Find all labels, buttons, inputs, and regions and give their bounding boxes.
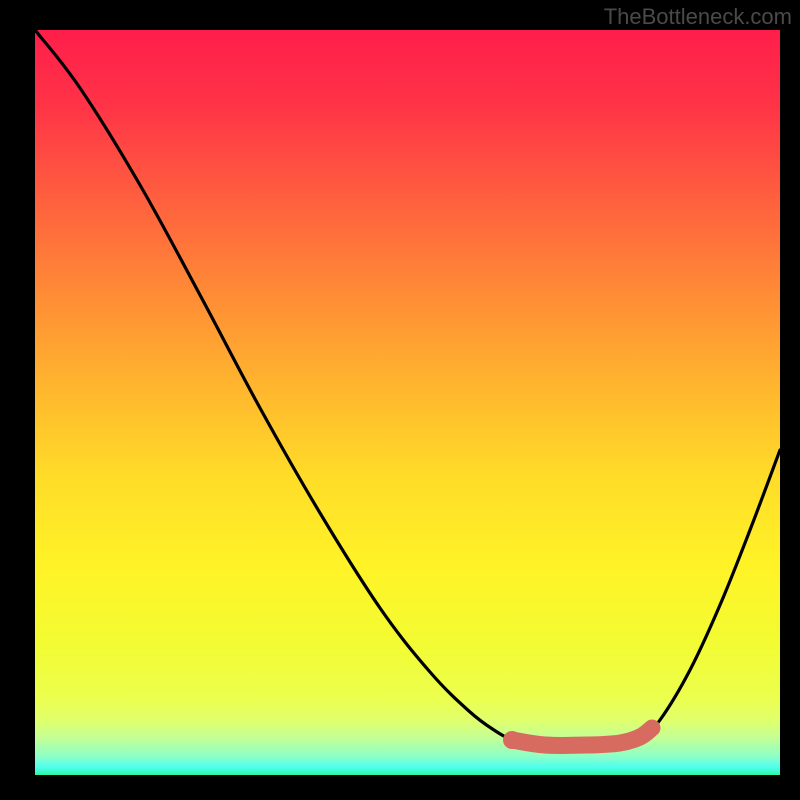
curve-left-branch [35,30,512,740]
highlight-segment [512,728,652,745]
highlight-start-dot [503,731,521,749]
curve-overlay [0,0,800,800]
attribution-label: TheBottleneck.com [604,4,792,30]
curve-right-branch [640,450,780,740]
